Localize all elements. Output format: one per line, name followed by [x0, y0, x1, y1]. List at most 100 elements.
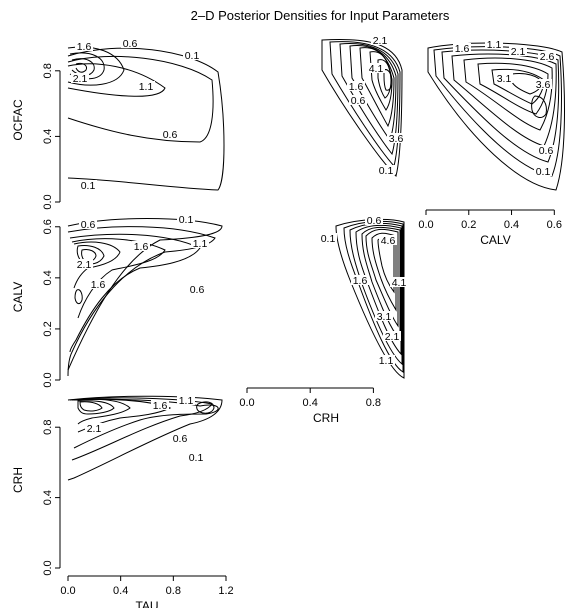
- contour-label: 1.6: [353, 275, 368, 287]
- x-tick-label: 0.4: [303, 397, 318, 409]
- contour-line: [74, 289, 83, 305]
- panel-crh-tau: 1.6 1.1 2.1 0.60.1 0.0 0.4 0.8 CRH 0.0 0.4 0.8 1.2 T…: [11, 395, 234, 608]
- contour-label-bg: [371, 35, 389, 45]
- x-tick-label: 0.6: [547, 219, 562, 231]
- contour-label-bg: [75, 259, 93, 269]
- y-axis-label: CALV: [11, 282, 25, 312]
- contour-label: 1.6: [349, 81, 364, 93]
- panel-calv-crh: 0.1 0.6 4.6 1.6 4.1 3.1 2.1 1.1 0.0 0.4 0.8 CRH: [239, 215, 408, 425]
- contour-line: [365, 228, 399, 328]
- contour-label: 1.1: [179, 395, 194, 407]
- contour-label: 1.6: [455, 43, 470, 55]
- contour-line: [196, 401, 215, 414]
- contour-line: [427, 42, 565, 191]
- contour-line: [369, 51, 393, 111]
- contour-label-bg: [171, 433, 189, 443]
- contour-label: 0.6: [163, 129, 178, 141]
- contour-line: [433, 46, 562, 177]
- x-axis-label: CRH: [313, 411, 339, 425]
- contour-label-bg: [351, 275, 369, 285]
- contour-label-bg: [183, 50, 201, 60]
- contour-label-bg: [71, 73, 89, 83]
- contour-label-bg: [349, 95, 367, 105]
- y-tick-label: 0.0: [42, 372, 54, 387]
- contour-label-bg: [377, 355, 395, 365]
- contour-label: 1.1: [487, 39, 502, 51]
- contour-label-bg: [379, 235, 397, 245]
- contour-label-bg: [495, 73, 513, 83]
- y-tick-label: 0.6: [42, 219, 54, 234]
- contour-label: 3.6: [389, 133, 404, 145]
- contour-label: 0.1: [81, 180, 96, 192]
- contour-line: [339, 43, 399, 156]
- contour-label-bg: [347, 81, 365, 91]
- contour-line: [67, 55, 214, 143]
- figure-title: 2–D Posterior Densities for Input Parame…: [191, 8, 450, 23]
- y-axis-label: CRH: [11, 467, 25, 493]
- contour-label: 4.1: [392, 277, 407, 289]
- x-axis-label: CALV: [480, 233, 510, 247]
- contour-label-bg: [367, 63, 385, 73]
- contour-line: [359, 47, 395, 128]
- x-tick-label: 0.0: [60, 585, 75, 597]
- contour-line: [67, 226, 216, 377]
- contour-label: 1.6: [134, 241, 149, 253]
- contour-label-bg: [137, 81, 155, 91]
- contour-label: 0.6: [367, 215, 382, 227]
- contour-label: 0.1: [536, 166, 551, 178]
- contours-ocfac-calv: [427, 42, 565, 191]
- contour-line: [77, 400, 115, 415]
- x-tick-label: 0.2: [461, 219, 476, 231]
- contours-ocfac-tau: [67, 46, 225, 191]
- x-tick-label: 0.8: [366, 397, 381, 409]
- contour-label-bg: [537, 145, 555, 155]
- y-tick-label: 0.4: [42, 490, 54, 505]
- contour-label: 0.1: [379, 165, 394, 177]
- contour-line: [79, 401, 103, 412]
- contour-label-bg: [79, 219, 97, 229]
- contour-line: [67, 63, 166, 97]
- contour-line: [69, 397, 213, 461]
- contour-label: 0.6: [190, 284, 205, 296]
- contour-line: [75, 63, 87, 73]
- contour-line: [67, 395, 223, 481]
- contour-line: [451, 53, 557, 147]
- contour-line: [76, 245, 105, 265]
- contour-line: [511, 73, 543, 95]
- contour-label: 2.1: [373, 35, 388, 47]
- contours-ocfac-crh: [321, 38, 403, 177]
- contour-label-bg: [161, 129, 179, 139]
- y-tick-label: 0.8: [42, 420, 54, 435]
- contour-label-bg: [377, 165, 395, 175]
- y-tick-label: 0.0: [42, 194, 54, 209]
- contour-label-bg: [188, 284, 206, 294]
- contour-label-bg: [383, 331, 401, 341]
- y-axis-label: OCFAC: [11, 99, 25, 141]
- contour-label: 0.6: [351, 95, 366, 107]
- contour-label: 1.6: [77, 41, 92, 53]
- contour-label: 1.1: [193, 238, 208, 250]
- contour-line: [371, 232, 397, 312]
- contour-label-bg: [485, 39, 503, 49]
- contour-line: [71, 398, 219, 449]
- contour-label: 2.1: [87, 423, 102, 435]
- contour-label-bg: [375, 311, 393, 321]
- contour-line: [377, 59, 392, 99]
- contour-label: 0.1: [321, 233, 336, 245]
- contour-label-bg: [75, 41, 93, 51]
- x-tick-label: 0.0: [418, 219, 433, 231]
- contour-label-bg: [453, 43, 471, 53]
- contour-label: 3.1: [377, 311, 392, 323]
- contours-crh-tau: [67, 395, 223, 481]
- x-tick-label: 1.2: [218, 585, 233, 597]
- contour-line: [73, 241, 121, 289]
- contour-line: [477, 62, 549, 115]
- contour-label-bg: [365, 215, 383, 225]
- panels: 1.6 0.6 0.1 2.1 1.1 0.6 0.1 0.0 0.4 0.8 OCFAC 2.1 4.…: [11, 35, 565, 608]
- panel-ocfac-calv: 1.6 1.1 2.1 2.6 3.1 3.6 0.6 0.1 0.0 0.2 0.4 0.6 CALV: [418, 39, 565, 247]
- contour-label-bg: [89, 279, 107, 289]
- contour-line: [67, 47, 225, 191]
- contour-label-bg: [390, 277, 408, 287]
- contour-label: 4.6: [381, 235, 396, 247]
